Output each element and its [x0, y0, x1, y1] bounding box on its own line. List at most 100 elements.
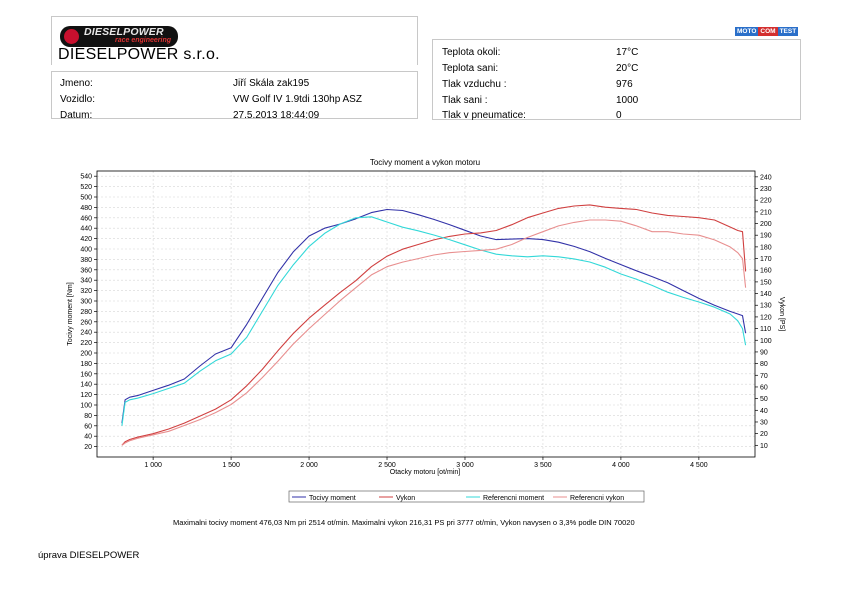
x-tick-label: 3 500: [534, 462, 552, 469]
footer-note: úprava DIESELPOWER: [38, 550, 140, 561]
series-line-tocivy-moment: [121, 208, 747, 424]
y-tick-label: 200: [80, 351, 92, 358]
y2-tick-label: 20: [760, 431, 768, 438]
x-tick-label: 4 500: [690, 462, 708, 469]
y-tick-label: 60: [84, 423, 92, 430]
y2-tick-label: 220: [760, 198, 772, 205]
legend-label-ref-moment: Referencni moment: [483, 495, 544, 502]
jmeno-value: Jiří Skála zak195: [233, 78, 310, 89]
y2-tick-label: 160: [760, 268, 772, 275]
y2-tick-label: 10: [760, 443, 768, 450]
tlak-vzduchu-value: 976: [616, 79, 633, 90]
company-name: DIESELPOWER s.r.o.: [58, 46, 220, 63]
x-tick-label: 1 000: [144, 462, 162, 469]
logo-text: DIESELPOWER: [84, 26, 164, 38]
y2-tick-label: 190: [760, 233, 772, 240]
left-axis: 20 40 60 80 100 120 140 160 180 200 220 240 260 280 30…: [80, 174, 97, 451]
legend-label-vykon: Vykon: [396, 495, 415, 502]
vozidlo-value: VW Golf IV 1.9tdi 130hp ASZ: [233, 94, 362, 105]
conditions-box: [432, 39, 801, 120]
y-axis-label: Tocivy moment [Nm]: [67, 282, 74, 345]
y-tick-label: 340: [80, 278, 92, 285]
datum-value: 27.5.2013 18:44:09: [233, 110, 320, 121]
y-tick-label: 300: [80, 299, 92, 306]
series-line-vykon: [121, 204, 747, 446]
teplota-okoli-value: 17°C: [616, 47, 639, 58]
x-tick-label: 1 500: [222, 462, 240, 469]
mototest-logo: MOTO COM TEST: [735, 27, 799, 36]
y2-tick-label: 170: [760, 256, 772, 263]
y2-tick-label: 30: [760, 419, 768, 426]
y2-tick-label: 50: [760, 396, 768, 403]
y-tick-label: 260: [80, 319, 92, 326]
y-tick-label: 540: [80, 174, 92, 181]
x-axis: 1 000 1 500 2 000 2 500 3 000 3 500 4 000 4 500: [144, 457, 708, 469]
y-tick-label: 520: [80, 184, 92, 191]
plot-frame: [96, 170, 756, 458]
y2-tick-label: 200: [760, 221, 772, 228]
y2-tick-label: 230: [760, 186, 772, 193]
tlak-sani-value: 1000: [616, 95, 639, 106]
y2-tick-label: 110: [760, 326, 771, 333]
y2-tick-label: 90: [760, 349, 768, 356]
summary-text: Maximalni tocivy moment 476,03 Nm pri 25…: [173, 518, 635, 527]
brand-part-3: TEST: [777, 27, 799, 36]
y-tick-label: 420: [80, 236, 92, 243]
y-tick-label: 120: [80, 392, 92, 399]
x-tick-label: 4 000: [612, 462, 630, 469]
y-tick-label: 100: [80, 403, 92, 410]
y-tick-label: 180: [80, 361, 92, 368]
y-tick-label: 480: [80, 205, 92, 212]
teplota-sani-value: 20°C: [616, 63, 639, 74]
y2-tick-label: 70: [760, 373, 768, 380]
y2-axis-label: Vykon [PS]: [778, 297, 785, 331]
x-axis-label: Otacky motoru [ot/min]: [390, 469, 460, 476]
x-tick-label: 2 000: [300, 462, 318, 469]
y-tick-label: 380: [80, 257, 92, 264]
y-tick-label: 360: [80, 267, 92, 274]
legend-label-ref-vykon: Referencni vykon: [570, 495, 624, 502]
y2-tick-label: 210: [760, 209, 772, 216]
series-lines: [121, 204, 747, 446]
y-tick-label: 240: [80, 330, 92, 337]
chart-title: Tocivy moment a vykon motoru: [370, 158, 480, 167]
tlak-sani-label: Tlak sani :: [442, 95, 488, 106]
y-tick-label: 320: [80, 288, 92, 295]
y-tick-label: 500: [80, 195, 92, 202]
series-line-referencni-vykon: [121, 219, 747, 446]
y2-tick-label: 130: [760, 303, 772, 310]
legend-label-moment: Tocivy moment: [309, 495, 356, 502]
logo-emblem-icon: [64, 29, 79, 44]
chart-grid: [97, 171, 755, 457]
y-tick-label: 460: [80, 215, 92, 222]
vozidlo-label: Vozidlo:: [60, 94, 96, 105]
y2-tick-label: 180: [760, 244, 772, 251]
y-tick-label: 80: [84, 413, 92, 420]
teplota-okoli-label: Teplota okoli:: [442, 47, 501, 58]
tlak-pneu-value: 0: [616, 110, 622, 121]
tlak-pneu-label: Tlak v pneumatice:: [442, 110, 526, 121]
x-tick-label: 3 000: [456, 462, 474, 469]
jmeno-label: Jmeno:: [60, 78, 93, 89]
vehicle-info-box: [51, 71, 418, 119]
dyno-chart: Tocivy moment a vykon motoru 20 40 60 80 100…: [67, 158, 785, 503]
y2-tick-label: 100: [760, 338, 772, 345]
series-line-referencni-moment: [121, 216, 747, 426]
y2-tick-label: 140: [760, 291, 772, 298]
y2-tick-label: 80: [760, 361, 768, 368]
x-tick-label: 2 500: [378, 462, 396, 469]
y-tick-label: 220: [80, 340, 92, 347]
y2-tick-label: 120: [760, 314, 772, 321]
logo-tagline: race engineering: [115, 37, 172, 44]
y-tick-label: 20: [84, 444, 92, 451]
y-tick-label: 400: [80, 247, 92, 254]
y-tick-label: 40: [84, 434, 92, 441]
teplota-sani-label: Teplota sani:: [442, 63, 499, 74]
right-axis: 10 20 30 40 50 60 70 80 90 100 110 120 130 140 150 160 1…: [755, 174, 772, 450]
y-tick-label: 280: [80, 309, 92, 316]
brand-part-1: MOTO: [735, 27, 759, 36]
dieselpower-logo: DIESELPOWER race engineering: [60, 26, 178, 47]
y-tick-label: 160: [80, 371, 92, 378]
y2-tick-label: 40: [760, 408, 768, 415]
y2-tick-label: 150: [760, 279, 772, 286]
